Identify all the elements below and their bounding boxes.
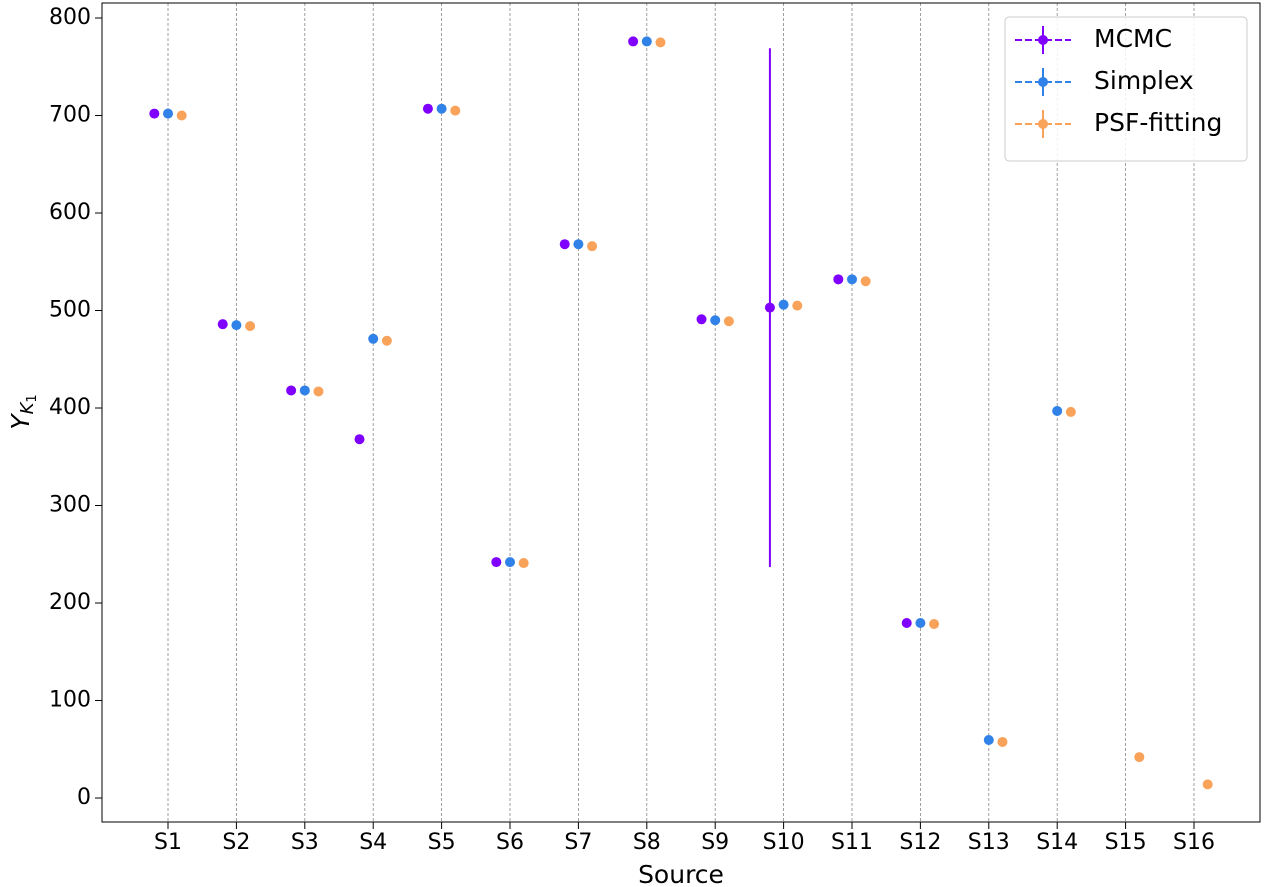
point	[997, 736, 1008, 747]
point	[587, 241, 598, 252]
legend-marker	[1038, 35, 1048, 45]
y-tick-label: 200	[49, 590, 91, 615]
y-axis-label: YK1	[6, 394, 40, 429]
y-tick-label: 700	[49, 103, 91, 128]
point	[983, 735, 994, 746]
point	[299, 385, 310, 396]
point	[491, 557, 502, 568]
x-tick-label: S13	[968, 830, 1010, 855]
y-tick-label: 600	[49, 200, 91, 225]
x-tick-label: S4	[359, 830, 387, 855]
point	[696, 314, 707, 325]
x-tick-label: S9	[701, 830, 729, 855]
x-tick-label: S14	[1036, 830, 1078, 855]
x-tick-label: S15	[1105, 830, 1147, 855]
point	[655, 37, 666, 48]
point	[792, 300, 803, 311]
y-tick-label: 500	[49, 298, 91, 323]
point	[641, 36, 652, 47]
point	[354, 434, 365, 445]
legend-label: MCMC	[1094, 24, 1172, 53]
point	[573, 239, 584, 250]
x-tick-label: S2	[222, 830, 250, 855]
point	[1134, 752, 1145, 763]
point	[422, 103, 433, 114]
y-tick-label: 800	[49, 5, 91, 30]
x-tick-label: S6	[496, 830, 524, 855]
y-tick-label: 0	[77, 785, 91, 810]
x-tick-label: S5	[428, 830, 456, 855]
point	[163, 108, 174, 119]
point	[915, 618, 926, 629]
point	[505, 557, 516, 568]
point	[1052, 405, 1063, 416]
x-tick-label: S1	[154, 830, 182, 855]
x-tick-label: S10	[763, 830, 805, 855]
point	[929, 618, 940, 629]
point	[628, 36, 639, 47]
point	[723, 316, 734, 327]
point	[245, 321, 256, 332]
x-tick-label: S16	[1173, 830, 1215, 855]
point	[860, 276, 871, 287]
point	[368, 333, 379, 344]
point	[381, 335, 392, 346]
point	[833, 274, 844, 285]
legend-marker	[1038, 77, 1048, 87]
point	[149, 108, 160, 119]
point	[176, 110, 187, 121]
y-tick-label: 300	[49, 493, 91, 518]
legend-label: PSF-fitting	[1094, 108, 1222, 137]
point	[901, 618, 912, 629]
legend-label: Simplex	[1094, 66, 1194, 95]
y-tick-label: 100	[49, 688, 91, 713]
point	[1202, 779, 1213, 790]
point	[313, 386, 324, 397]
point	[217, 319, 228, 330]
x-tick-label: S3	[291, 830, 319, 855]
point	[518, 558, 529, 569]
x-tick-label: S12	[899, 830, 941, 855]
y-tick-label: 400	[49, 395, 91, 420]
plot-frame	[101, 2, 1261, 823]
point	[710, 315, 721, 326]
x-tick-label: S7	[564, 830, 592, 855]
point	[846, 274, 857, 285]
point	[436, 103, 447, 114]
x-tick-label: S11	[831, 830, 873, 855]
point	[231, 320, 242, 331]
point	[764, 302, 775, 313]
point	[286, 385, 297, 396]
x-tick-label: S8	[633, 830, 661, 855]
x-axis-label: Source	[638, 860, 724, 887]
point	[778, 299, 789, 310]
point	[450, 105, 461, 116]
point	[559, 239, 570, 250]
point	[1065, 406, 1076, 417]
legend-marker	[1038, 119, 1048, 129]
